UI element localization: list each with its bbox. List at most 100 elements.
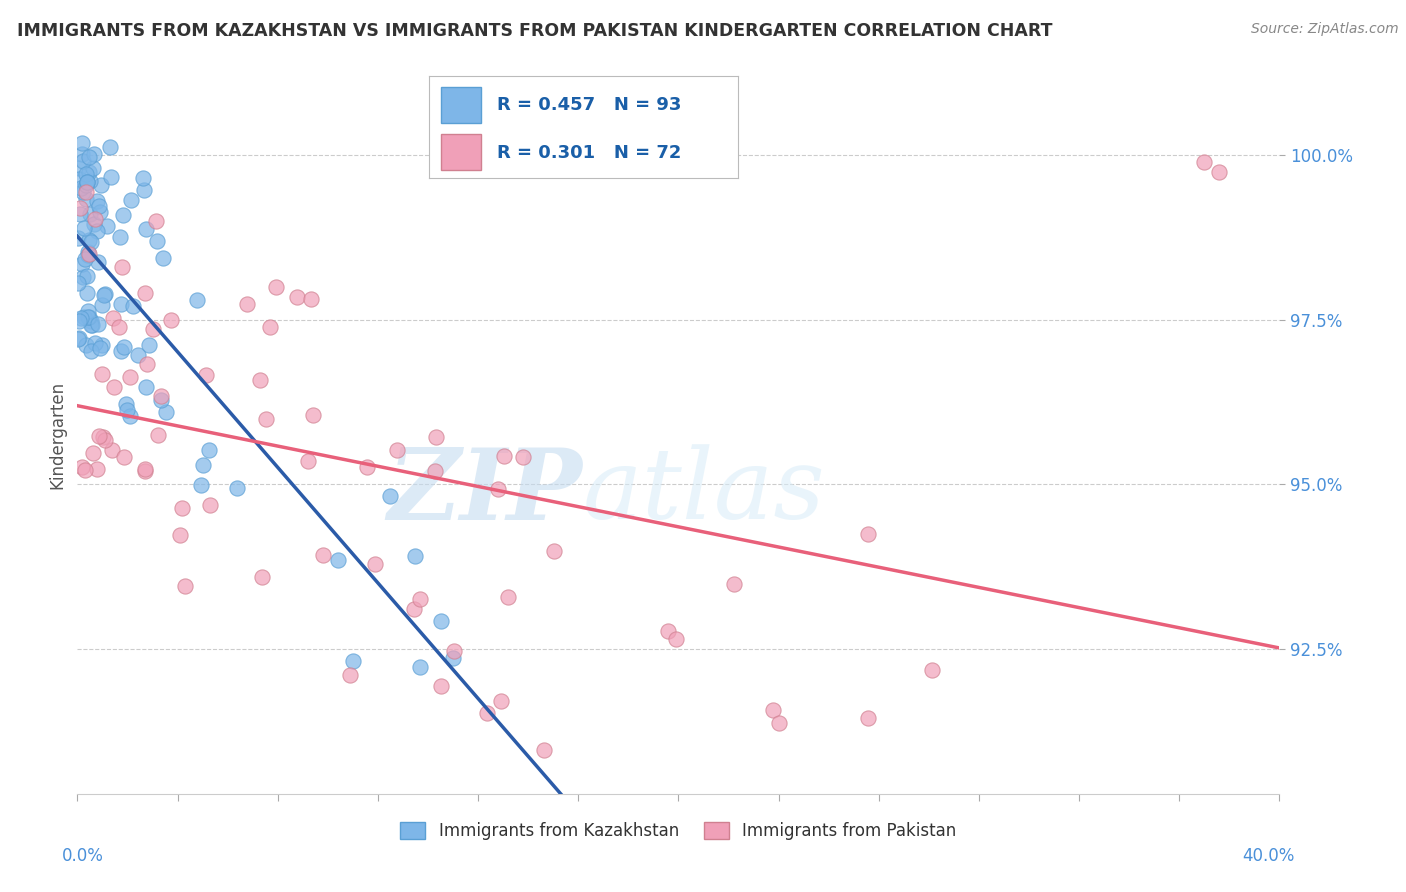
Point xyxy=(70,180,93,194)
Point xyxy=(768,715,790,730)
Point xyxy=(297,454,319,468)
Point xyxy=(312,548,335,562)
Point xyxy=(72,185,94,199)
Point xyxy=(69,201,91,215)
Point xyxy=(75,178,97,192)
Point xyxy=(77,233,100,247)
Point xyxy=(198,498,221,512)
Point xyxy=(77,310,100,324)
Point xyxy=(533,743,555,757)
Point xyxy=(90,338,112,352)
Point xyxy=(114,397,136,411)
Point xyxy=(118,370,141,384)
Point xyxy=(150,389,173,403)
Point xyxy=(299,293,322,307)
Point xyxy=(134,461,156,475)
Point xyxy=(1208,165,1230,179)
Point xyxy=(723,576,745,591)
Point xyxy=(363,557,385,571)
Text: R = 0.457   N = 93: R = 0.457 N = 93 xyxy=(496,95,682,113)
Point xyxy=(73,463,96,477)
Point xyxy=(409,660,432,674)
Point xyxy=(70,147,93,161)
Point xyxy=(77,150,100,164)
Point xyxy=(87,317,110,331)
Bar xyxy=(441,87,481,123)
Point xyxy=(1194,155,1216,169)
Point xyxy=(543,544,565,558)
Point xyxy=(254,412,277,426)
Point xyxy=(69,206,91,220)
Point xyxy=(108,320,131,334)
Point xyxy=(83,218,105,232)
Point xyxy=(134,465,156,479)
Point xyxy=(155,405,177,419)
Point xyxy=(93,287,115,301)
Text: R = 0.301   N = 72: R = 0.301 N = 72 xyxy=(496,144,682,161)
Point xyxy=(441,650,464,665)
Point xyxy=(79,165,101,179)
Point xyxy=(83,147,105,161)
Point xyxy=(76,175,98,189)
Point xyxy=(70,459,93,474)
Point xyxy=(67,172,90,186)
Point xyxy=(339,668,361,682)
Point xyxy=(73,221,96,235)
Point xyxy=(425,430,447,444)
Point xyxy=(150,392,173,407)
Point xyxy=(142,322,165,336)
Point xyxy=(249,373,271,387)
Point xyxy=(132,171,155,186)
Point xyxy=(100,170,122,185)
Point xyxy=(146,428,169,442)
Point xyxy=(492,450,515,464)
Point xyxy=(87,429,110,443)
Point xyxy=(489,693,512,707)
Point xyxy=(657,624,679,638)
Point xyxy=(118,409,141,423)
Point xyxy=(72,153,94,168)
Point xyxy=(174,578,197,592)
Point xyxy=(93,287,115,301)
Point xyxy=(83,212,105,227)
Point xyxy=(665,632,688,647)
Point xyxy=(89,205,111,219)
Point xyxy=(486,482,509,496)
Point xyxy=(77,246,100,260)
Point xyxy=(75,252,97,267)
Point xyxy=(264,280,287,294)
Point xyxy=(110,297,132,311)
Point xyxy=(146,234,169,248)
Point xyxy=(236,296,259,310)
Legend: Immigrants from Kazakhstan, Immigrants from Pakistan: Immigrants from Kazakhstan, Immigrants f… xyxy=(394,815,963,847)
Point xyxy=(70,257,93,271)
Text: 0.0%: 0.0% xyxy=(62,847,104,864)
Text: IMMIGRANTS FROM KAZAKHSTAN VS IMMIGRANTS FROM PAKISTAN KINDERGARTEN CORRELATION : IMMIGRANTS FROM KAZAKHSTAN VS IMMIGRANTS… xyxy=(17,22,1052,40)
Point xyxy=(77,310,100,324)
Point xyxy=(80,318,103,332)
Point xyxy=(285,290,308,304)
Text: ZIP: ZIP xyxy=(387,444,582,541)
Point xyxy=(134,286,156,301)
Point xyxy=(72,270,94,285)
Point xyxy=(91,298,114,312)
Point xyxy=(86,461,108,475)
Point xyxy=(67,331,90,345)
Point xyxy=(112,340,135,354)
Text: atlas: atlas xyxy=(582,444,825,540)
Point xyxy=(75,185,97,199)
Point xyxy=(66,332,89,346)
Point xyxy=(404,549,426,564)
Point xyxy=(134,183,156,197)
Point xyxy=(425,464,447,478)
Point xyxy=(77,248,100,262)
Point xyxy=(127,348,149,362)
Point xyxy=(70,310,93,325)
Point xyxy=(169,528,191,542)
Point xyxy=(91,430,114,444)
Point xyxy=(186,293,208,307)
Point xyxy=(77,304,100,318)
Point xyxy=(86,194,108,208)
Point xyxy=(138,338,160,352)
Point xyxy=(94,433,117,447)
